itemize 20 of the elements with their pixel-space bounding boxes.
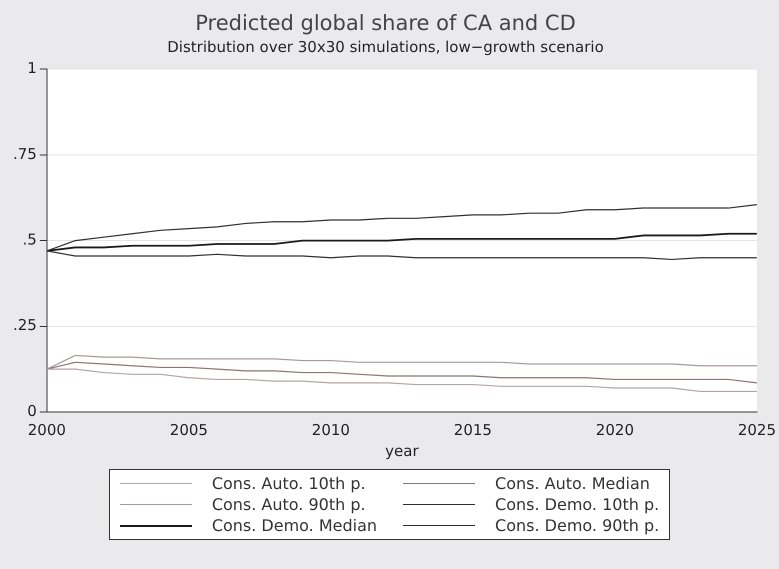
legend-label: Cons. Auto. 10th p. bbox=[212, 474, 366, 493]
legend-label: Cons. Demo. 10th p. bbox=[495, 495, 660, 514]
legend-label: Cons. Demo. 90th p. bbox=[495, 516, 660, 535]
x-tick-label: 2015 bbox=[454, 420, 492, 439]
y-tick-label: 1 bbox=[27, 59, 37, 78]
y-tick-label: .25 bbox=[12, 316, 37, 334]
legend-label: Cons. Auto. 90th p. bbox=[212, 495, 366, 514]
x-tick-label: 2005 bbox=[170, 420, 208, 439]
legend-label: Cons. Demo. Median bbox=[212, 516, 378, 535]
x-tick-label: 2025 bbox=[738, 420, 776, 439]
chart-title: Predicted global share of CA and CD bbox=[195, 11, 576, 36]
legend-label: Cons. Auto. Median bbox=[495, 474, 650, 493]
x-tick-label: 2010 bbox=[312, 420, 350, 439]
y-tick-label: .75 bbox=[12, 144, 37, 163]
y-tick-label: .5 bbox=[22, 230, 37, 248]
x-tick-label: 2000 bbox=[28, 420, 66, 439]
x-tick-label: 2020 bbox=[596, 420, 634, 439]
x-axis-title: year bbox=[385, 442, 420, 460]
chart-subtitle: Distribution over 30x30 simulations, low−growth scenario bbox=[167, 38, 604, 56]
y-tick-label: 0 bbox=[27, 402, 37, 420]
